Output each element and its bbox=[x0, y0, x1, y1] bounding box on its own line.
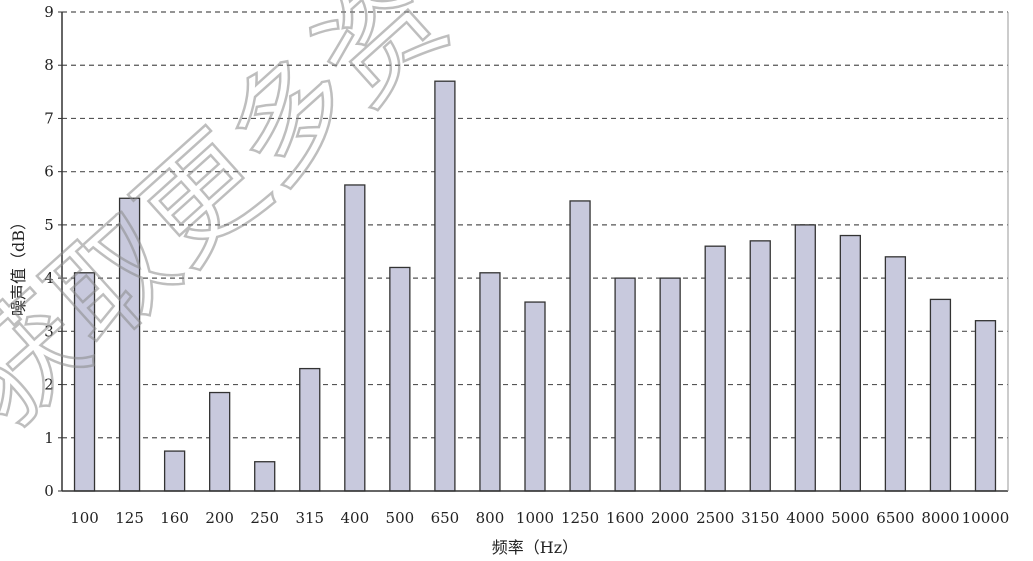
bar-8000 bbox=[929, 298, 952, 492]
x-tick-label: 1250 bbox=[561, 509, 599, 527]
x-tick-label: 160 bbox=[160, 509, 189, 527]
x-tick-label: 650 bbox=[431, 509, 460, 527]
bar-2500 bbox=[704, 245, 726, 492]
y-tick-labels: 0 1 2 3 4 5 6 7 8 9 bbox=[44, 3, 54, 500]
y-axis-title: 噪声值（dB） bbox=[9, 214, 28, 316]
x-tick-labels: 100 125 160 200 250 315 400 500 650 800 1000 1250 16… bbox=[70, 509, 1009, 527]
bar-160 bbox=[163, 450, 186, 492]
bar-10000 bbox=[974, 320, 997, 492]
y-tick-label: 0 bbox=[44, 482, 54, 500]
x-tick-label: 10000 bbox=[962, 509, 1010, 527]
x-tick-label: 6500 bbox=[876, 509, 914, 527]
x-tick-label: 3150 bbox=[741, 509, 779, 527]
bar-500 bbox=[389, 266, 411, 492]
bar-4000 bbox=[794, 224, 816, 492]
x-tick-label: 2500 bbox=[696, 509, 734, 527]
y-tick-label: 5 bbox=[44, 216, 54, 234]
y-tick-label: 4 bbox=[44, 269, 54, 287]
x-tick-label: 1000 bbox=[516, 509, 554, 527]
bar-650 bbox=[434, 80, 456, 492]
x-tick-label: 400 bbox=[340, 509, 369, 527]
y-tick-label: 2 bbox=[44, 376, 54, 394]
y-tick-label: 7 bbox=[44, 109, 54, 127]
x-tick-label: 100 bbox=[70, 509, 99, 527]
bar-3150 bbox=[749, 240, 771, 492]
bar-1250 bbox=[569, 200, 591, 492]
bar-800 bbox=[479, 272, 501, 492]
x-tick-label: 4000 bbox=[786, 509, 824, 527]
bars bbox=[73, 80, 997, 492]
x-tick-label: 5000 bbox=[831, 509, 869, 527]
axes bbox=[61, 12, 1009, 492]
y-tick-label: 3 bbox=[44, 322, 54, 340]
bar-1600 bbox=[614, 277, 636, 492]
x-tick-label: 500 bbox=[386, 509, 415, 527]
bar-6500 bbox=[884, 256, 907, 492]
bar-400 bbox=[344, 184, 366, 492]
x-tick-label: 200 bbox=[205, 509, 234, 527]
bar-250 bbox=[254, 461, 276, 492]
bar-315 bbox=[299, 367, 321, 492]
y-tick-label: 6 bbox=[44, 163, 54, 181]
bar-200 bbox=[209, 391, 231, 492]
x-axis-title: 频率（Hz） bbox=[492, 538, 578, 557]
x-tick-label: 800 bbox=[476, 509, 505, 527]
x-tick-label: 315 bbox=[295, 509, 324, 527]
bar-2000 bbox=[659, 277, 681, 492]
y-tick-label: 9 bbox=[44, 3, 54, 21]
y-tick-label: 8 bbox=[44, 56, 54, 74]
x-tick-label: 250 bbox=[250, 509, 279, 527]
x-tick-label: 2000 bbox=[651, 509, 689, 527]
bar-5000 bbox=[839, 234, 861, 492]
x-tick-label: 125 bbox=[115, 509, 144, 527]
y-tick-label: 1 bbox=[44, 429, 54, 447]
x-tick-label: 8000 bbox=[921, 509, 959, 527]
bar-1000 bbox=[524, 301, 546, 492]
x-tick-label: 1600 bbox=[606, 509, 644, 527]
